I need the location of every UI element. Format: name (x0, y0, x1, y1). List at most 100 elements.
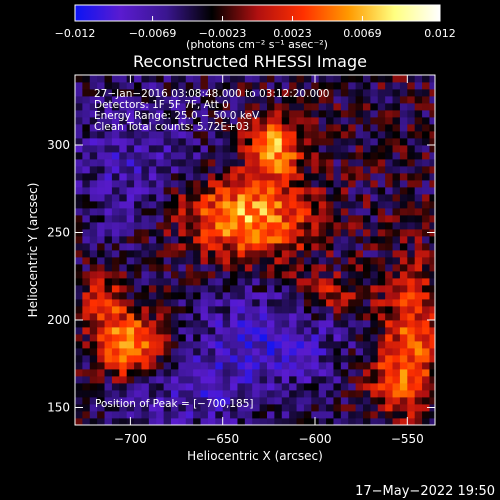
heatmap-cell (163, 292, 172, 300)
heatmap-cell (126, 411, 135, 419)
heatmap-cell (318, 117, 327, 125)
heatmap-cell (89, 145, 98, 153)
heatmap-cell (178, 208, 187, 216)
heatmap-cell (75, 341, 83, 349)
heatmap-cell (429, 173, 435, 181)
heatmap-cell (296, 264, 305, 272)
heatmap-cell (370, 159, 379, 167)
heatmap-cell (156, 271, 165, 279)
heatmap-cell (340, 355, 349, 363)
heatmap-cell (200, 250, 209, 258)
heatmap-cell (311, 243, 320, 251)
heatmap-cell (289, 173, 297, 181)
heatmap-cell (252, 348, 261, 356)
heatmap-cell (126, 355, 135, 363)
heatmap-cell (296, 278, 305, 286)
heatmap-cell (134, 131, 142, 139)
heatmap-cell (355, 166, 364, 174)
heatmap-cell (193, 131, 201, 139)
heatmap-cell (363, 404, 371, 412)
heatmap-cell (148, 306, 157, 314)
heatmap-cell (422, 271, 430, 279)
heatmap-cell (97, 369, 105, 377)
heatmap-cell (326, 404, 334, 412)
heatmap-cell (318, 327, 327, 335)
heatmap-cell (82, 75, 91, 83)
heatmap-cell (82, 278, 91, 286)
heatmap-cell (134, 103, 142, 111)
heatmap-cell (163, 243, 172, 251)
heatmap-cell (82, 208, 91, 216)
heatmap-cell (289, 194, 297, 202)
heatmap-cell (311, 313, 320, 321)
heatmap-cell (178, 117, 187, 125)
heatmap-cell (82, 173, 91, 181)
heatmap-cell (296, 96, 305, 104)
heatmap-cell (326, 110, 334, 118)
heatmap-cell (370, 250, 379, 258)
heatmap-cell (274, 117, 283, 125)
heatmap-cell (252, 159, 261, 167)
heatmap-cell (333, 327, 342, 335)
heatmap-cell (148, 383, 157, 391)
heatmap-cell (340, 103, 349, 111)
heatmap-cell (326, 355, 334, 363)
heatmap-cell (119, 278, 128, 286)
heatmap-cell (399, 138, 408, 146)
heatmap-cell (429, 201, 435, 209)
heatmap-cell (399, 397, 408, 405)
heatmap-cell (171, 285, 179, 293)
heatmap-cell (348, 222, 357, 230)
heatmap-cell (163, 278, 172, 286)
heatmap-cell (119, 271, 128, 279)
heatmap-cell (259, 75, 268, 83)
heatmap-cell (274, 229, 283, 237)
heatmap-cell (407, 327, 416, 335)
heatmap-cell (259, 152, 268, 160)
heatmap-cell (407, 208, 416, 216)
heatmap-cell (281, 369, 290, 377)
heatmap-cell (82, 299, 91, 307)
heatmap-cell (399, 117, 408, 125)
heatmap-cell (230, 187, 238, 195)
heatmap-cell (340, 257, 349, 265)
heatmap-cell (296, 369, 305, 377)
heatmap-cell (355, 180, 364, 188)
heatmap-cell (230, 369, 238, 377)
heatmap-cell (377, 187, 386, 195)
heatmap-cell (340, 411, 349, 419)
heatmap-cell (296, 166, 305, 174)
heatmap-cell (267, 271, 275, 279)
heatmap-cell (215, 208, 224, 216)
heatmap-cell (171, 194, 179, 202)
heatmap-cell (126, 327, 135, 335)
heatmap-cell (355, 117, 364, 125)
heatmap-cell (333, 334, 342, 342)
heatmap-cell (207, 369, 216, 377)
heatmap-cell (193, 208, 201, 216)
heatmap-cell (200, 257, 209, 265)
heatmap-cell (281, 96, 290, 104)
heatmap-cell (289, 243, 297, 251)
heatmap-cell (414, 124, 423, 132)
heatmap-cell (414, 96, 423, 104)
heatmap-cell (141, 201, 150, 209)
heatmap-cell (311, 145, 320, 153)
heatmap-cell (97, 397, 105, 405)
heatmap-cell (119, 229, 128, 237)
heatmap-cell (119, 201, 128, 209)
heatmap-cell (230, 404, 238, 412)
heatmap-cell (104, 411, 113, 419)
heatmap-cell (399, 257, 408, 265)
heatmap-cell (104, 369, 113, 377)
heatmap-cell (237, 285, 246, 293)
heatmap-cell (274, 215, 283, 223)
heatmap-cell (244, 376, 253, 384)
heatmap-cell (303, 145, 312, 153)
heatmap-cell (119, 138, 128, 146)
heatmap-cell (385, 222, 393, 230)
heatmap-cell (111, 355, 120, 363)
heatmap-cell (252, 397, 261, 405)
heatmap-cell (399, 383, 408, 391)
heatmap-cell (429, 75, 435, 83)
